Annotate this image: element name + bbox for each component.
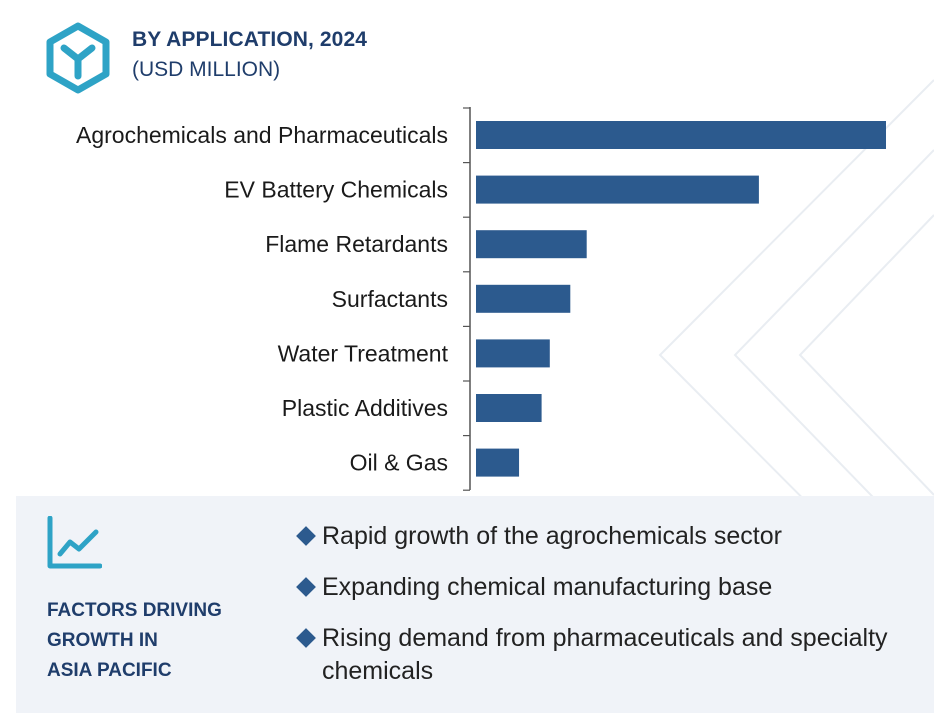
bar [476, 230, 587, 259]
hexagon-y-logo-icon [46, 22, 110, 94]
factors-title-line: FACTORS DRIVING [47, 600, 222, 621]
category-label: Plastic Additives [282, 395, 448, 421]
chart-title: BY APPLICATION, 2024 [132, 28, 368, 51]
factors-list: Rapid growth of the agrochemicals sector… [296, 520, 916, 706]
factor-item: Expanding chemical manufacturing base [296, 571, 916, 604]
bar [476, 394, 542, 422]
factor-text: Rising demand from pharmaceuticals and s… [322, 624, 888, 685]
diamond-bullet-icon [296, 526, 316, 546]
diamond-bullet-icon [296, 577, 316, 597]
factor-item: Rising demand from pharmaceuticals and s… [296, 622, 916, 688]
factors-title-line: GROWTH IN [47, 630, 158, 651]
factors-title: FACTORS DRIVING GROWTH IN ASIA PACIFIC [47, 596, 277, 686]
bar [476, 121, 886, 149]
category-label: Agrochemicals and Pharmaceuticals [76, 122, 448, 148]
bar [476, 339, 550, 368]
bar-chart: Agrochemicals and Pharmaceuticals EV Batt… [76, 107, 886, 491]
factor-item: Rapid growth of the agrochemicals sector [296, 520, 916, 553]
bar [476, 448, 520, 477]
bar [476, 175, 759, 204]
factor-text: Expanding chemical manufacturing base [322, 573, 773, 601]
category-label: EV Battery Chemicals [224, 177, 448, 203]
factor-text: Rapid growth of the agrochemicals sector [322, 522, 782, 550]
bar [476, 284, 571, 313]
trend-line-chart-icon [47, 516, 102, 569]
category-label: Oil & Gas [350, 450, 448, 476]
category-label: Water Treatment [278, 340, 449, 366]
factors-panel: FACTORS DRIVING GROWTH IN ASIA PACIFIC R… [16, 496, 934, 713]
category-label: Surfactants [332, 286, 448, 312]
chart-subtitle: (USD MILLION) [132, 58, 281, 81]
factors-title-line: ASIA PACIFIC [47, 660, 172, 681]
diamond-bullet-icon [296, 628, 316, 648]
category-label: Flame Retardants [265, 231, 448, 257]
